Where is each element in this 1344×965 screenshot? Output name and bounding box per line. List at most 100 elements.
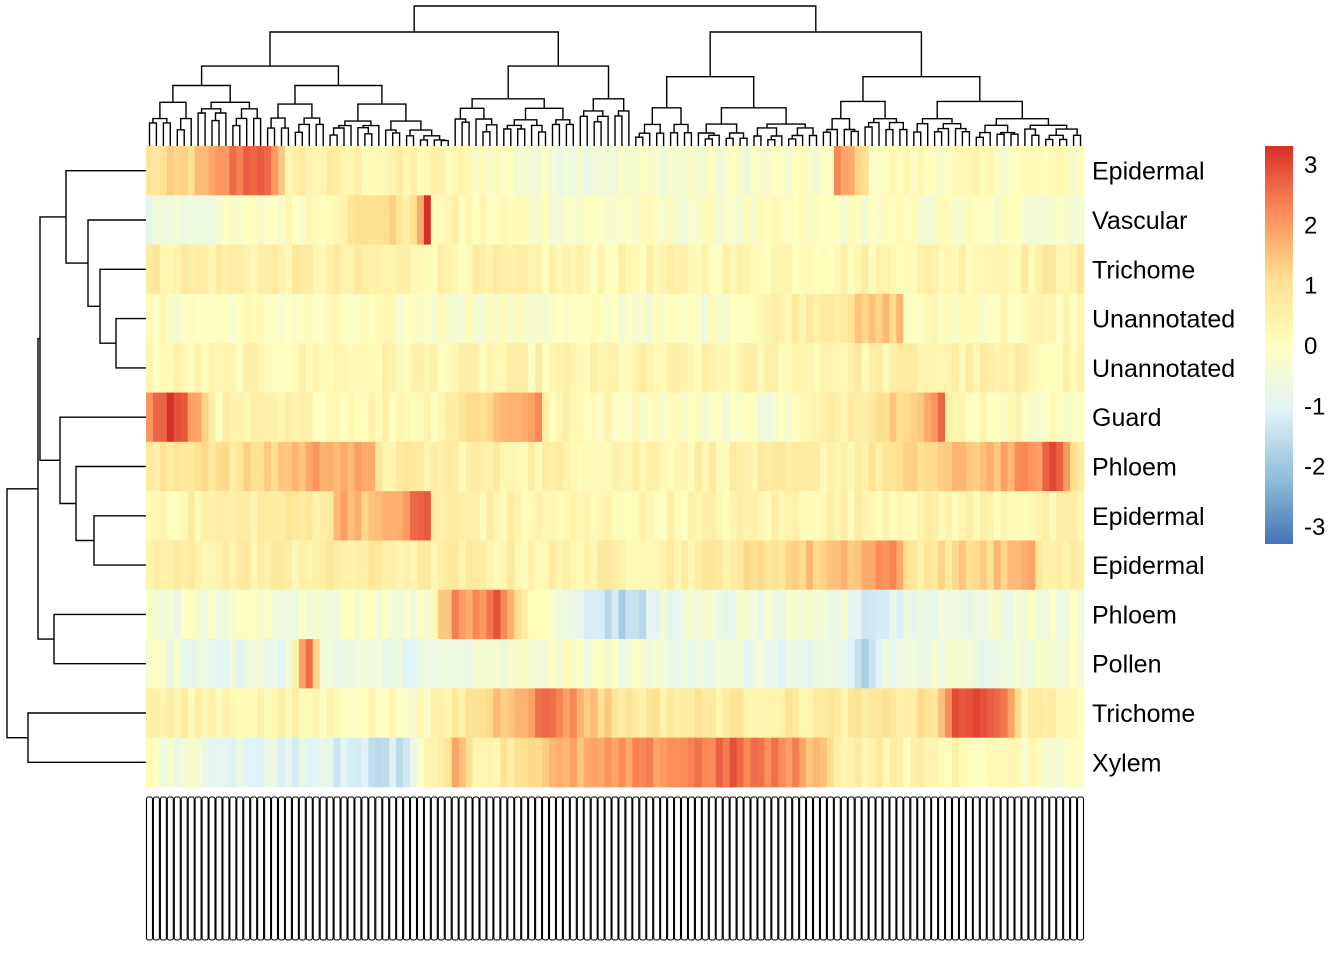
heatmap-cell (396, 293, 404, 344)
heatmap-cell (250, 343, 258, 393)
heatmap-cell (472, 589, 480, 640)
heatmap-cell (229, 491, 237, 541)
heatmap-cell (771, 343, 779, 393)
dendrogram-branch (329, 134, 338, 146)
heatmap-cell (368, 737, 376, 788)
heatmap-cell (750, 343, 758, 393)
heatmap-cell (965, 195, 974, 246)
heatmap-cell (785, 146, 793, 196)
heatmap-cell (375, 244, 383, 295)
heatmap-cell (278, 293, 286, 344)
column-label-glyph (458, 796, 466, 941)
heatmap-cell (284, 589, 293, 640)
heatmap-cell (528, 343, 536, 393)
heatmap-cell (694, 343, 703, 393)
heatmap-cell (451, 343, 460, 393)
heatmap-cell (847, 244, 856, 295)
heatmap-cell (687, 688, 696, 739)
heatmap-cell (305, 441, 314, 492)
heatmap-cell (708, 146, 717, 196)
heatmap-cell (1042, 195, 1050, 246)
legend-tick-label: -1 (1304, 393, 1325, 420)
heatmap-cell (785, 688, 793, 739)
heatmap-cell (951, 392, 960, 443)
column-label-glyph (159, 796, 167, 941)
heatmap-cell (764, 688, 772, 739)
heatmap-cell (701, 688, 710, 739)
heatmap-cell (910, 195, 918, 246)
heatmap-cell (222, 491, 230, 541)
heatmap-cell (521, 392, 529, 443)
heatmap-cell (555, 688, 564, 739)
heatmap-cell (521, 244, 529, 295)
row-label: Vascular (1092, 207, 1187, 235)
heatmap-cell (472, 392, 480, 443)
heatmap-cell (722, 491, 731, 541)
heatmap-cell (903, 343, 911, 393)
heatmap-cell (222, 639, 230, 689)
heatmap-cell (701, 441, 710, 492)
heatmap-cell (819, 392, 828, 443)
heatmap-cell (632, 195, 640, 246)
heatmap-cell (1042, 540, 1050, 591)
dendrogram-branch (210, 101, 251, 109)
heatmap-cell (660, 146, 668, 196)
column-label-glyph (805, 796, 814, 941)
heatmap-cell (625, 293, 633, 344)
heatmap-cell (597, 293, 605, 344)
heatmap-cell (951, 441, 960, 492)
heatmap-cell (1056, 688, 1064, 739)
heatmap-cell (1063, 589, 1071, 640)
column-labels (145, 796, 1085, 941)
row-label: Epidermal (1092, 503, 1205, 531)
dendrogram-branch (651, 107, 682, 125)
heatmap-cell (646, 737, 654, 788)
heatmap-cell (778, 639, 786, 689)
heatmap-cell (486, 589, 494, 640)
column-label-glyph (667, 796, 675, 941)
heatmap-cell (729, 589, 737, 640)
column-label-glyph (771, 796, 779, 941)
heatmap-cell (931, 146, 939, 196)
heatmap-cell (493, 195, 501, 246)
heatmap-cell (521, 688, 529, 739)
heatmap-cell (229, 244, 237, 295)
heatmap-cell (194, 195, 202, 246)
dendrogram-branch (93, 515, 146, 566)
dendrogram-branch (364, 133, 373, 146)
heatmap-cell (938, 146, 946, 196)
heatmap-cell (229, 146, 237, 196)
heatmap-cell (298, 540, 307, 591)
heatmap-cell (548, 195, 557, 246)
heatmap-cell (298, 688, 307, 739)
column-label-glyph (604, 796, 612, 941)
heatmap-cell (486, 343, 494, 393)
heatmap-cell (639, 491, 647, 541)
heatmap-cell (924, 540, 932, 591)
heatmap-cell (187, 146, 196, 196)
heatmap-cell (284, 293, 293, 344)
heatmap-cell (1063, 293, 1071, 344)
heatmap-cell (451, 540, 460, 591)
column-label-glyph (187, 796, 195, 941)
heatmap-cell (1000, 195, 1008, 246)
heatmap-cell (173, 737, 182, 788)
dendrogram-branch (266, 127, 276, 146)
heatmap-cell (1014, 195, 1022, 246)
heatmap-cell (354, 441, 362, 492)
heatmap-cell (833, 293, 842, 344)
dendrogram-branch (454, 118, 467, 146)
heatmap-cell (173, 293, 182, 344)
heatmap-cell (507, 244, 515, 295)
heatmap-cell (222, 293, 230, 344)
heatmap-cell (548, 737, 557, 788)
heatmap-cell (896, 540, 904, 591)
heatmap-cell (1028, 688, 1036, 739)
heatmap-cell (326, 244, 334, 295)
heatmap-cell (535, 540, 543, 591)
heatmap-cell (868, 589, 876, 640)
heatmap-cell (159, 540, 168, 591)
heatmap-cell (632, 441, 640, 492)
column-label-glyph (152, 796, 160, 941)
heatmap-cell (361, 392, 369, 443)
